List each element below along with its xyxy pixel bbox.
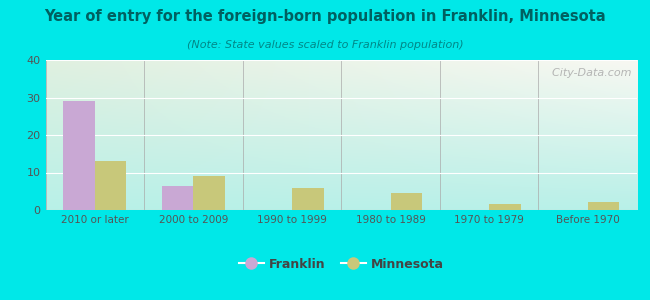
Bar: [63, 101, 95, 210]
Bar: [95, 161, 126, 210]
Bar: [292, 188, 324, 210]
Legend: Franklin, Minnesota: Franklin, Minnesota: [234, 253, 448, 276]
Text: Year of entry for the foreign-born population in Franklin, Minnesota: Year of entry for the foreign-born popul…: [44, 9, 606, 24]
Text: City-Data.com: City-Data.com: [545, 68, 631, 77]
Text: (Note: State values scaled to Franklin population): (Note: State values scaled to Franklin p…: [187, 40, 463, 50]
Bar: [588, 202, 619, 210]
Bar: [162, 186, 194, 210]
Bar: [391, 193, 422, 210]
Bar: [489, 204, 521, 210]
Bar: [194, 176, 225, 210]
